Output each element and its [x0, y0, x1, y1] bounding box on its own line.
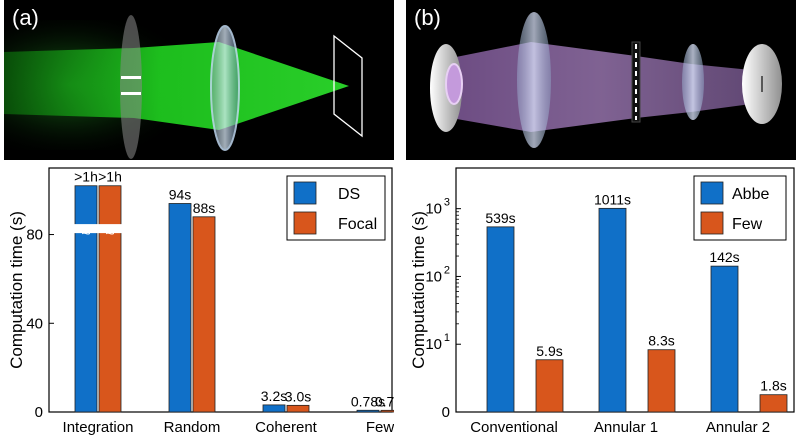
- bar-few: [647, 349, 676, 413]
- ytick-exponent-b: 1: [444, 332, 450, 344]
- bar-few: [759, 394, 788, 413]
- legend-swatch-few: [700, 211, 724, 235]
- lens-1-mark: [121, 76, 141, 79]
- ytick-label-b: 10: [425, 201, 442, 218]
- panel-label-b: (b): [414, 5, 441, 30]
- bar-value-label: 1.8s: [760, 378, 786, 394]
- source-aperture: [445, 63, 463, 105]
- lens-1: [120, 15, 142, 159]
- bar-value-label: 5.9s: [536, 343, 562, 359]
- category-label-a: Coherent: [255, 419, 318, 436]
- ytick-label-b: 0: [442, 404, 450, 421]
- axis-break-symbol: ~: [105, 226, 114, 243]
- panel-a: (a) 0 40 80 Computation time (s) Integration…: [4, 0, 409, 437]
- bar-ds: [74, 185, 98, 413]
- category-label-b: Annular 2: [706, 419, 770, 436]
- panel-b: (b) 0 10 1 10 2 10 3 Computation time (s) Conven…: [406, 0, 796, 437]
- ytick-label-a: 80: [26, 227, 43, 244]
- bar-focal: [380, 409, 404, 413]
- bar-ds: [262, 404, 286, 413]
- bar-value-label: 88s: [193, 200, 216, 216]
- bar-value-label: 3.0s: [285, 388, 311, 404]
- ytick-label-b: 10: [425, 268, 442, 285]
- bar-value-label: 94s: [169, 186, 192, 202]
- bar-value-label: 0.78s: [351, 393, 385, 409]
- axis-break-symbol: ~: [81, 226, 90, 243]
- projection-lens: [682, 44, 704, 120]
- legend-label-abbe: Abbe: [732, 186, 769, 203]
- bar-value-label: >1h: [74, 169, 98, 185]
- ytick-exponent-b: 2: [444, 264, 450, 276]
- screen-frame: [333, 34, 363, 138]
- legend-swatch-focal: [293, 211, 317, 235]
- category-label-b: Conventional: [470, 419, 558, 436]
- bar-few: [535, 359, 564, 413]
- ytick-label-a: 40: [26, 315, 43, 332]
- category-label-a: Integration: [63, 419, 134, 436]
- bar-ds: [356, 409, 380, 413]
- y-axis-label-a: Computation time (s): [7, 211, 26, 369]
- legend-a: DS Focal: [286, 175, 386, 241]
- category-label-a: Random: [164, 419, 221, 436]
- bar-abbe: [486, 226, 515, 413]
- lens-2: [210, 25, 240, 151]
- bar-value-label: 0.76s: [375, 393, 394, 409]
- green-beam: [4, 42, 349, 130]
- axis-break: [98, 224, 122, 234]
- legend-swatch-abbe: [700, 181, 724, 205]
- bar-value-label: 3.2s: [261, 388, 287, 404]
- bar-value-label: 8.3s: [648, 333, 674, 349]
- bar-focal: [192, 216, 216, 413]
- bar-abbe: [598, 207, 627, 413]
- bar-value-label: 539s: [485, 210, 515, 226]
- bar-focal: [286, 404, 310, 413]
- legend-swatch-ds: [293, 181, 317, 205]
- ytick-label-a: 0: [35, 404, 43, 421]
- condenser-lens: [517, 12, 551, 148]
- legend-label-focal: Focal: [338, 216, 377, 233]
- ytick-exponent-b: 3: [444, 197, 450, 209]
- y-axis-label-b: Computation time (s): [409, 211, 428, 369]
- bar-value-label: 142s: [709, 249, 739, 265]
- legend-label-ds: DS: [338, 186, 360, 203]
- bar-value-label: >1h: [98, 169, 122, 185]
- category-label-b: Annular 1: [594, 419, 658, 436]
- ytick-label-b: 10: [425, 336, 442, 353]
- axis-break: [74, 224, 98, 234]
- legend-b: Abbe Few: [693, 175, 787, 241]
- lens-1-mark-2: [121, 92, 141, 95]
- category-label-a: Few: [366, 419, 394, 436]
- panel-label-a: (a): [12, 5, 39, 30]
- bar-value-label: 1011s: [594, 191, 631, 207]
- bar-abbe: [710, 265, 739, 413]
- bar-focal: [98, 185, 122, 413]
- bar-ds: [168, 203, 192, 413]
- legend-label-few: Few: [732, 216, 763, 233]
